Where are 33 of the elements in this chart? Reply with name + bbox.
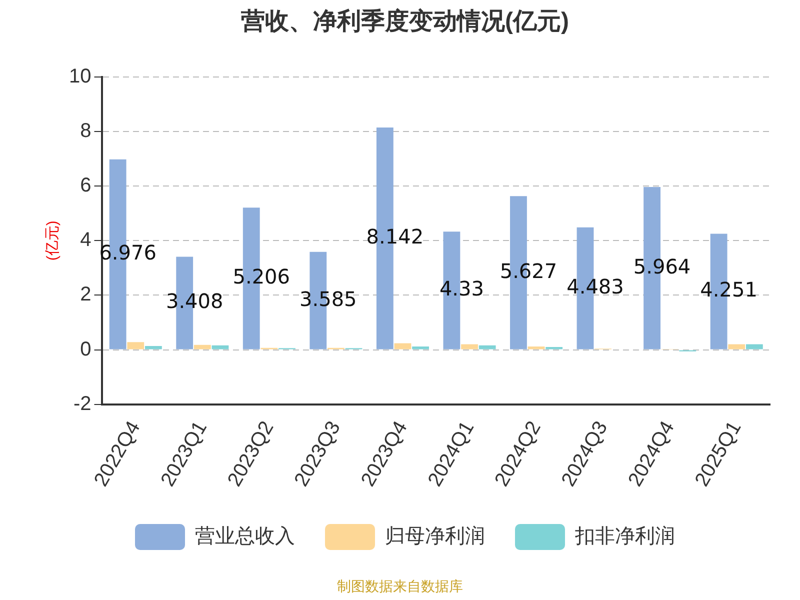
bar [127,342,144,350]
text: 制图数据来自数据库 [336,578,464,596]
bar [478,345,496,350]
y-tick-label: 10 [68,65,92,88]
bar [194,344,211,350]
y-tick-label: 8 [80,120,92,142]
data-label: 4.251 [700,278,758,302]
bar [212,345,229,350]
y-axis-title: (亿元) [44,220,62,261]
legend-label: 扣非净利润 [574,526,675,548]
bar [528,346,545,350]
data-label: 5.206 [232,264,290,289]
data-label: 5.964 [633,254,691,278]
chart-title: 营收、净利季度变动情况(亿元) [240,8,569,36]
data-label: 4.33 [439,276,484,301]
bar [394,343,412,350]
bar [412,346,429,350]
y-tick-label: -2 [73,392,92,415]
y-tick-label: 6 [80,174,92,197]
data-label: 3.585 [300,286,357,311]
data-label: 4.483 [566,274,624,299]
legend-label: 营业总收入 [195,526,295,548]
legend-label: 归母净利润 [385,526,485,548]
bar [144,346,162,350]
y-tick-label: 0 [80,338,92,360]
data-label: 8.142 [366,224,424,249]
bar [461,344,478,350]
bar [728,344,746,350]
y-tick-label: 4 [80,229,92,252]
data-label: 5.627 [500,258,558,283]
data-label: 3.408 [166,289,224,314]
bar [746,344,763,350]
y-tick-label: 2 [80,284,92,306]
